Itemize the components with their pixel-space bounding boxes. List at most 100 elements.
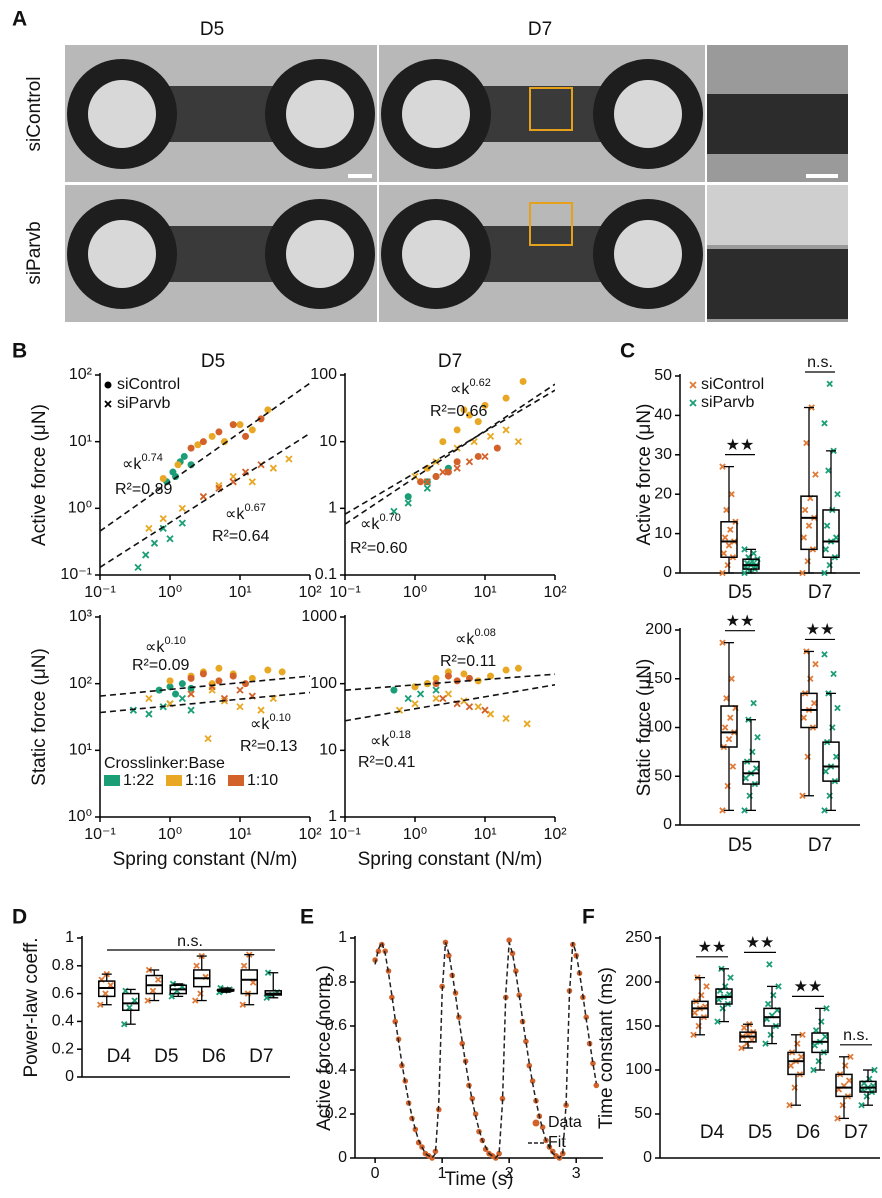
fit-exponent: 0.10: [269, 712, 290, 724]
category-label: D7: [808, 582, 832, 603]
data-point: [502, 714, 510, 723]
data-point: [721, 724, 729, 731]
x-tick-label: 10¹: [228, 826, 251, 843]
x-axis-label: Spring constant (N/m): [358, 849, 543, 870]
y-tick-label: 1: [328, 500, 337, 517]
data-point: [192, 997, 199, 1004]
significance: n.s.: [177, 933, 203, 950]
fit-exponent: 0.70: [379, 512, 400, 524]
data-point: [145, 524, 153, 533]
data-point: [199, 492, 208, 501]
box: [720, 521, 738, 558]
data-point: [810, 1066, 817, 1074]
data-point: [155, 686, 163, 694]
data-point: [446, 952, 452, 959]
data-point: [593, 1082, 600, 1089]
legend-label: siParvb: [701, 394, 754, 411]
roi-box: [529, 87, 573, 131]
fit-exponent: 0.18: [389, 729, 410, 741]
category-label: D7: [249, 1046, 273, 1067]
fit-r2: R²=0.60: [350, 540, 407, 557]
data-point: [264, 406, 272, 414]
data-point: [439, 694, 447, 703]
y-tick-label: 30: [654, 446, 672, 463]
legend-label: 1:16: [185, 772, 216, 789]
data-point: [465, 458, 474, 466]
data-point: [215, 428, 223, 436]
data-point: [845, 1077, 853, 1084]
category-label: D7: [808, 835, 832, 856]
y-tick-label: 0: [643, 1149, 652, 1166]
data-point: [465, 411, 473, 419]
data-point: [432, 686, 440, 694]
data-point: [416, 690, 425, 698]
data-point: [166, 535, 174, 543]
data-point: [248, 674, 256, 682]
y-tick-label: 1000: [301, 608, 337, 625]
pillar-core: [402, 220, 470, 288]
legend-label: 1:10: [247, 772, 278, 789]
data-point: [460, 670, 468, 678]
y-tick-label: 100: [310, 675, 337, 692]
data-point: [481, 452, 489, 461]
data-point: [506, 937, 512, 943]
y-tick-label: 250: [625, 929, 652, 946]
data-point: [690, 1031, 697, 1039]
significance: ★★: [806, 622, 835, 639]
data-point: [248, 426, 256, 434]
fit-prefix: ∝k: [250, 716, 270, 733]
legend-label: 1:22: [123, 772, 154, 789]
data-point: [404, 694, 412, 703]
data-point: [719, 807, 726, 814]
legend-label: siControl: [701, 376, 764, 393]
x-tick-label: 10⁻¹: [84, 826, 116, 843]
data-point: [519, 377, 527, 385]
data-point: [453, 426, 461, 434]
data-point: [723, 695, 730, 702]
category-label: D6: [796, 1122, 820, 1143]
data-point: [432, 694, 440, 703]
data-point: [257, 415, 265, 423]
y-tick-label: 40: [654, 407, 672, 424]
data-point: [799, 569, 806, 577]
data-point: [727, 714, 734, 721]
panel-label: D: [12, 906, 27, 929]
x-tick-label: 10⁰: [158, 584, 182, 601]
data-point: [486, 432, 495, 441]
y-tick-label: 150: [625, 1017, 652, 1034]
data-point: [502, 666, 510, 674]
data-point: [439, 468, 447, 476]
data-point: [444, 468, 452, 476]
data-point: [487, 672, 495, 680]
x-tick-label: 0: [371, 1165, 380, 1182]
data-point: [858, 1101, 865, 1109]
y-tick-label: 1: [65, 929, 74, 946]
fit-exponent: 0.67: [244, 502, 265, 514]
pillar-core: [286, 220, 354, 288]
tissue-halo: [707, 185, 848, 245]
data-point: [239, 1001, 246, 1008]
fit-r2: R²=0.11: [440, 653, 496, 670]
data-point: [264, 666, 272, 674]
fit-r2: R²=0.64: [212, 528, 269, 545]
data-point: [481, 706, 489, 714]
pillar-core: [88, 220, 156, 288]
data-point: [129, 706, 138, 714]
data-point: [509, 950, 516, 957]
data-point: [871, 1066, 878, 1074]
data-point: [215, 664, 223, 672]
data-point: [474, 452, 482, 460]
data-point: [740, 1024, 748, 1031]
data-point: [145, 966, 153, 974]
data-point: [750, 550, 757, 557]
y-tick-label: 50: [654, 767, 672, 784]
data-point: [159, 524, 167, 533]
data-point: [220, 438, 228, 446]
data-point: [390, 686, 398, 694]
data-point: [752, 765, 760, 772]
fit-line: [374, 940, 598, 1160]
data-point: [703, 983, 710, 990]
y-tick-label: 10²: [69, 675, 93, 692]
